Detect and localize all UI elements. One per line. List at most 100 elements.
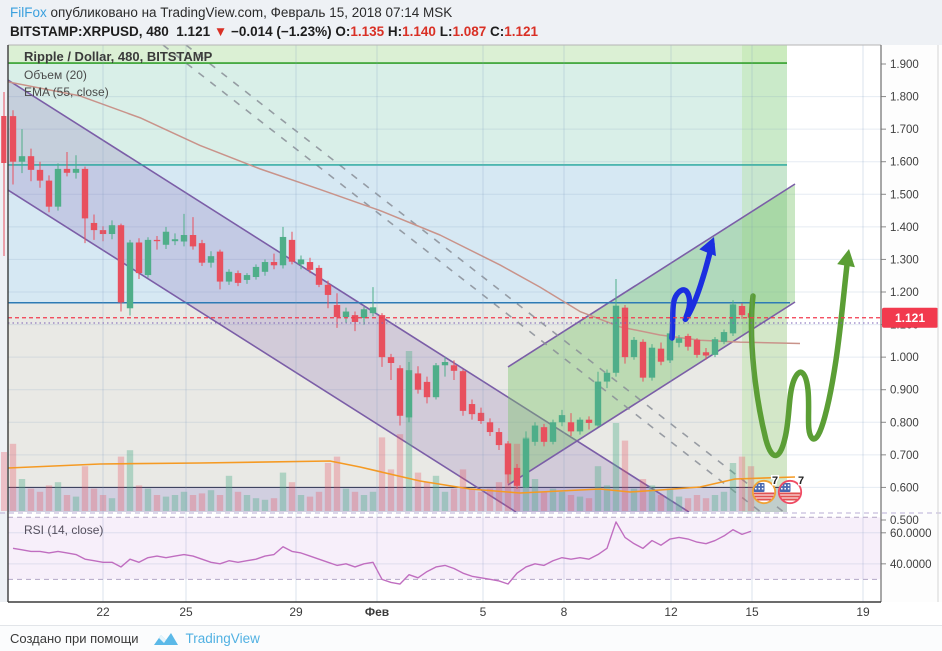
candle xyxy=(18,156,26,162)
candle xyxy=(333,305,341,318)
price-axis-label: 1.700 xyxy=(890,124,919,136)
rsi-line xyxy=(12,521,752,585)
candle xyxy=(378,315,386,358)
candle xyxy=(189,234,197,247)
candle xyxy=(648,347,656,378)
candle xyxy=(585,419,593,423)
candle xyxy=(621,307,629,358)
candle xyxy=(720,332,728,342)
candle xyxy=(513,467,521,486)
low-label: L: xyxy=(439,24,453,39)
idea-count: 7 xyxy=(798,475,804,487)
last-price: 1.121 xyxy=(176,24,211,39)
candle xyxy=(387,357,395,364)
time-axis-label: 19 xyxy=(856,605,870,619)
open-value: 1.135 xyxy=(350,24,385,39)
green-arrow-drawing[interactable] xyxy=(748,253,851,459)
candle xyxy=(468,404,476,415)
close-label: C: xyxy=(490,24,505,39)
candle xyxy=(675,338,683,343)
candle xyxy=(711,339,719,355)
price-axis-label: 1.900 xyxy=(890,59,919,71)
candle xyxy=(639,341,647,378)
price-axis-label: 0.600 xyxy=(890,482,919,494)
author-link[interactable]: FilFox xyxy=(10,5,47,20)
candle xyxy=(288,239,296,262)
candle xyxy=(567,422,575,432)
time-axis-label: 22 xyxy=(96,605,110,619)
close-value: 1.121 xyxy=(504,24,539,39)
candle xyxy=(117,225,125,303)
candle xyxy=(576,419,584,432)
ascending-channel[interactable] xyxy=(508,184,795,485)
candle xyxy=(594,381,602,426)
candle xyxy=(315,267,323,285)
candle xyxy=(396,368,404,416)
publish-text: опубликовано на TradingView.com, Февраль… xyxy=(46,5,453,20)
blue-arrow-drawing[interactable] xyxy=(669,241,715,341)
open-label: O: xyxy=(335,24,351,39)
candle xyxy=(441,362,449,366)
last-price-tag-text: 1.121 xyxy=(895,311,925,325)
candle xyxy=(486,422,494,433)
candle xyxy=(99,230,107,235)
time-axis-label: 25 xyxy=(179,605,193,619)
candle xyxy=(198,243,206,263)
candle xyxy=(423,381,431,398)
price-change: −0.014 (−1.23%) xyxy=(231,24,332,39)
last-price-tag xyxy=(882,307,938,328)
candle xyxy=(351,315,359,322)
price-axis-label: 1.200 xyxy=(890,287,919,299)
tradingview-logo-icon[interactable] xyxy=(153,631,179,647)
footer: Создано при помощи TradingView xyxy=(0,625,942,651)
candle xyxy=(45,180,53,207)
candle xyxy=(693,339,701,355)
footer-created-text: Создано при помощи xyxy=(10,631,139,646)
candle xyxy=(180,234,188,242)
idea-marker[interactable]: 7 xyxy=(751,474,780,505)
candle xyxy=(144,239,152,276)
candle xyxy=(279,236,287,266)
price-axis-label: 0.800 xyxy=(890,417,919,429)
candle xyxy=(702,352,710,356)
price-axis-label: 0.900 xyxy=(890,385,919,397)
high-value: 1.140 xyxy=(402,24,436,39)
candle xyxy=(252,266,260,278)
candle xyxy=(261,262,269,272)
candle xyxy=(540,427,548,442)
rsi-axis-label: 60.0000 xyxy=(890,528,932,540)
rsi-band xyxy=(8,517,881,580)
tradingview-link[interactable]: TradingView xyxy=(185,631,260,646)
candle xyxy=(405,370,413,418)
price-axis-label: 1.400 xyxy=(890,222,919,234)
candle xyxy=(684,335,692,347)
idea-marker[interactable]: 7 xyxy=(777,474,806,505)
candle xyxy=(324,284,332,295)
rsi-axis-label: 40.0000 xyxy=(890,559,932,571)
candle xyxy=(459,371,467,411)
candle xyxy=(27,156,35,170)
price-axis-label: 1.600 xyxy=(890,157,919,169)
candle xyxy=(729,304,737,334)
dashed-trendline[interactable] xyxy=(185,45,786,513)
candle xyxy=(9,116,17,162)
candle xyxy=(630,339,638,358)
candle xyxy=(63,168,71,173)
candle xyxy=(297,259,305,265)
symbol-line: BITSTAMP:XRPUSD, 480 1.121 ▼ −0.014 (−1.… xyxy=(10,22,538,41)
candle xyxy=(153,239,161,242)
candle xyxy=(234,273,242,283)
time-axis[interactable] xyxy=(0,602,942,625)
price-axis-label: 1.500 xyxy=(890,189,919,201)
candle xyxy=(108,225,116,235)
candle xyxy=(360,309,368,319)
symbol-name: BITSTAMP:XRPUSD, 480 xyxy=(10,24,169,39)
candle xyxy=(72,168,80,173)
header: FilFox опубликовано на TradingView.com, … xyxy=(10,3,538,41)
dashed-trendline[interactable] xyxy=(162,45,763,513)
candle xyxy=(270,262,278,266)
price-axis-label: 1.000 xyxy=(890,352,919,364)
candle xyxy=(171,239,179,242)
candle xyxy=(657,348,665,362)
